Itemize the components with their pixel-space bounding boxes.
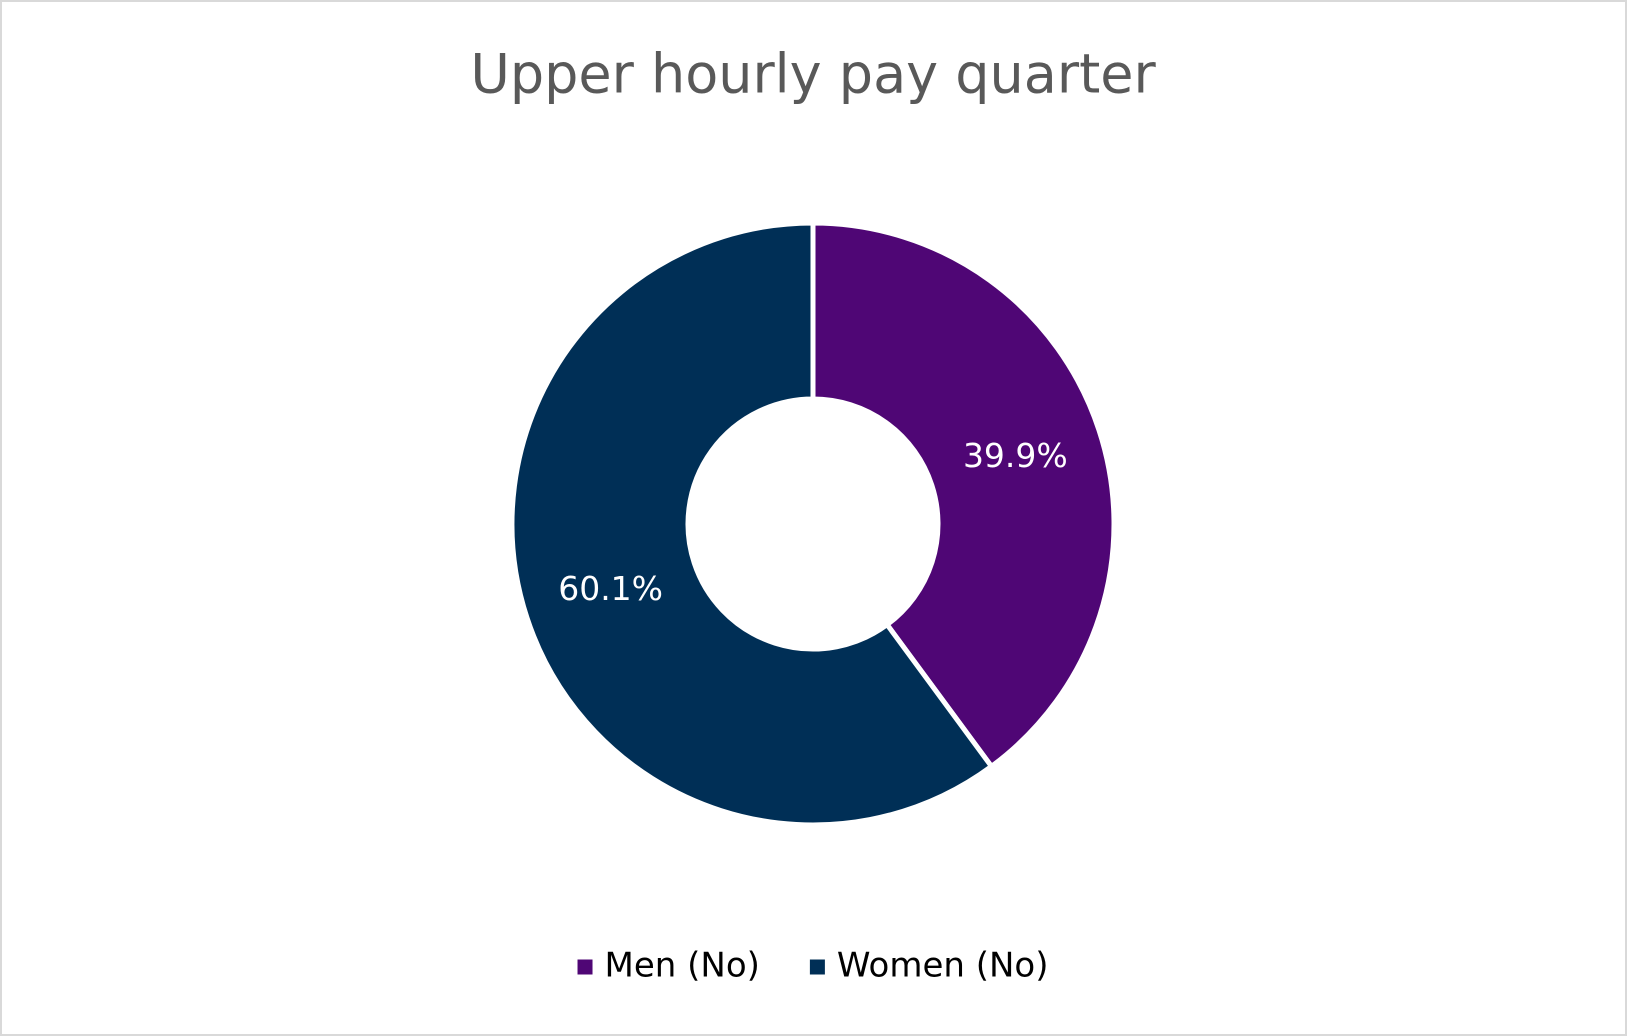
data-label: 39.9% <box>963 436 1068 475</box>
legend-swatch <box>577 959 593 975</box>
data-label: 60.1% <box>558 569 663 608</box>
donut-slice <box>810 220 1117 770</box>
legend-label: Women (No) <box>837 946 1049 986</box>
legend-label: Men (No) <box>605 946 760 986</box>
legend-swatch <box>809 959 825 975</box>
donut-slice <box>509 220 995 828</box>
chart-title: Upper hourly pay quarter <box>470 43 1156 106</box>
